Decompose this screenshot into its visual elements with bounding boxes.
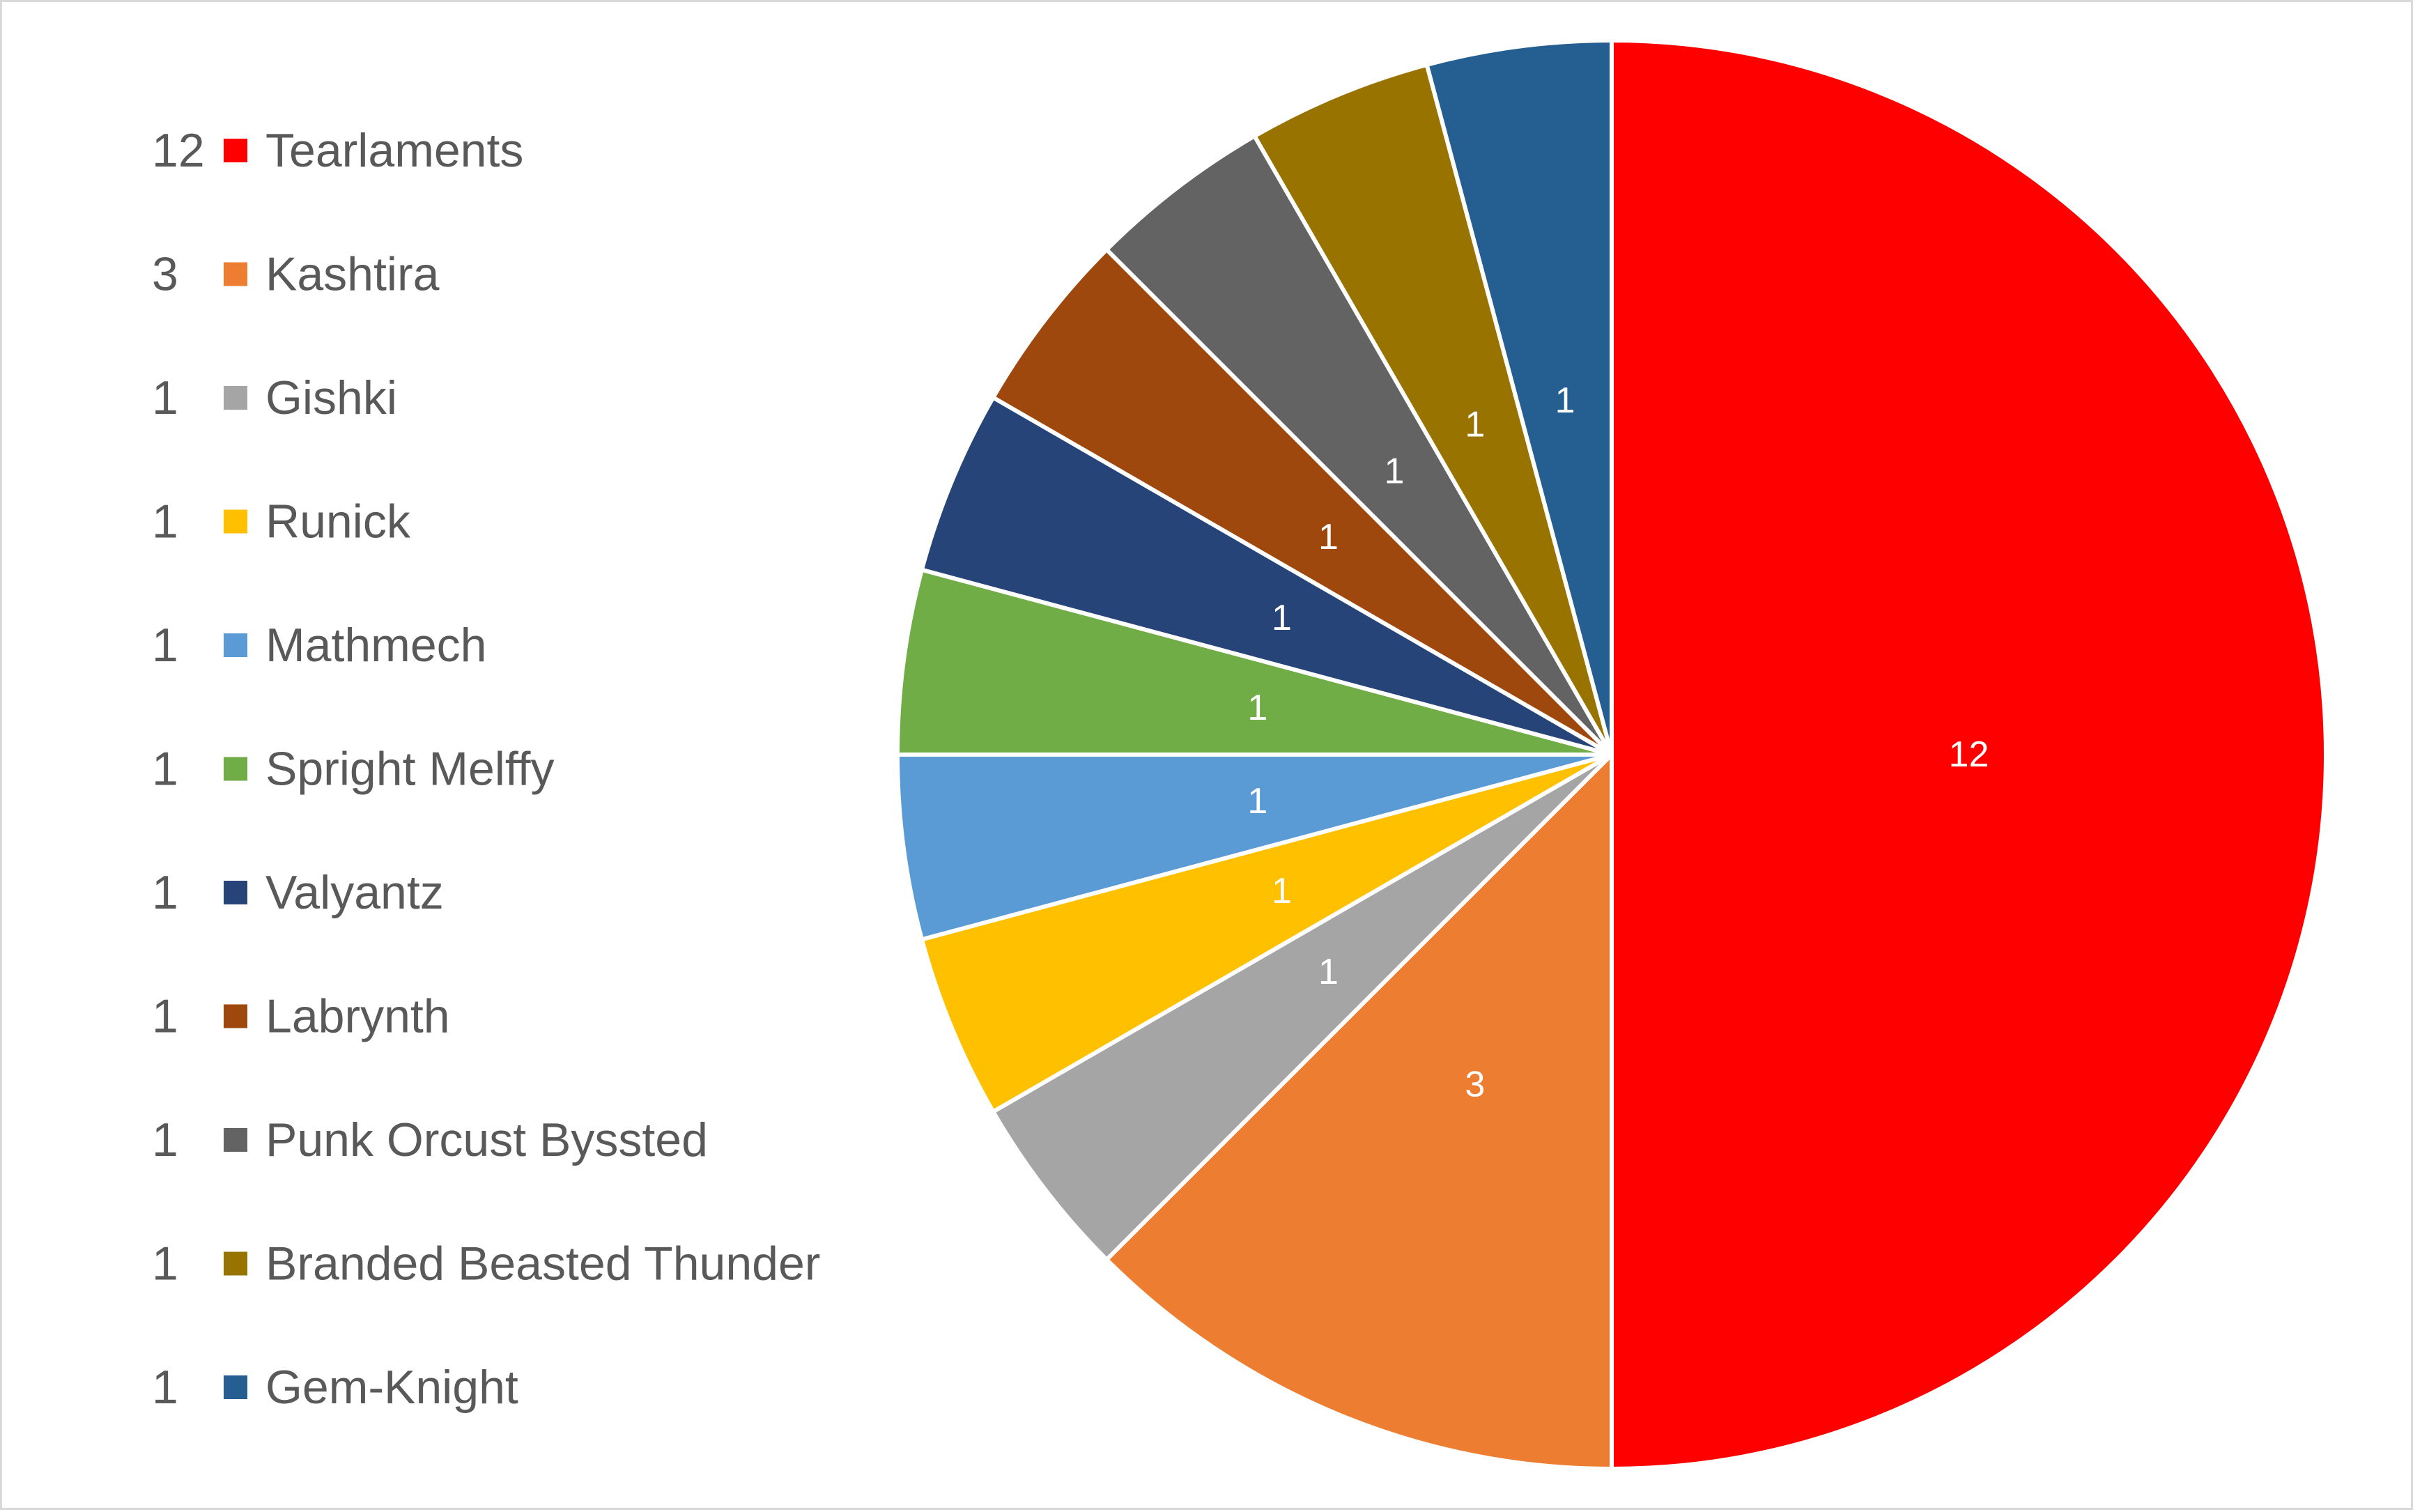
data-label-valyantz: 1	[1272, 598, 1292, 638]
data-label-runick: 1	[1272, 871, 1292, 911]
pie-slice-gishki	[991, 753, 1614, 1262]
legend-swatch	[224, 757, 247, 781]
legend-item-kashtira: 3 Kashtira	[152, 248, 440, 301]
data-label-mathmech: 1	[1247, 781, 1267, 821]
legend-item-tearlaments: 12 Tearlaments	[152, 124, 523, 177]
data-label-gishki: 1	[1318, 952, 1339, 992]
legend-value: 1	[152, 1361, 178, 1414]
pie-slice-punk-orcust-byssted	[1104, 134, 1614, 757]
legend-value: 1	[152, 371, 178, 424]
legend-value: 1	[152, 1113, 178, 1166]
legend-label: Valyantz	[265, 866, 444, 919]
legend-value: 1	[152, 990, 178, 1043]
legend-swatch	[224, 1251, 247, 1276]
legend-swatch	[224, 633, 247, 657]
data-label-gem-knight: 1	[1555, 380, 1575, 421]
legend-swatch	[224, 509, 247, 534]
legend-item-labrynth: 1 Labrynth	[152, 990, 450, 1043]
pie-slice-branded-beasted-thunder	[1252, 62, 1614, 757]
legend-item-spright-melffy: 1 Spright Melffy	[152, 743, 554, 796]
data-label-punk-orcust-byssted: 1	[1385, 451, 1405, 491]
legend-label: Gishki	[265, 371, 397, 424]
pie-slice-valyantz	[919, 395, 1614, 757]
legend-item-mathmech: 1 Mathmech	[152, 619, 486, 672]
legend-value: 1	[152, 866, 178, 919]
legend-swatch	[224, 386, 247, 410]
legend-swatch	[224, 262, 247, 286]
legend-label: Runick	[265, 495, 411, 548]
pie-slice-tearlaments	[1610, 38, 2328, 1471]
legend-value: 12	[152, 124, 205, 177]
legend-swatch	[224, 1128, 247, 1152]
legend-label: Kashtira	[265, 248, 440, 301]
legend-label: Branded Beasted Thunder	[265, 1237, 820, 1290]
legend-value: 3	[152, 248, 178, 301]
legend-value: 1	[152, 495, 178, 548]
legend-item-gishki: 1 Gishki	[152, 371, 397, 424]
pie-slice-mathmech	[895, 753, 1614, 942]
legend-swatch	[224, 1004, 247, 1028]
legend-label: Tearlaments	[265, 124, 523, 177]
data-label-branded-beasted-thunder: 1	[1465, 405, 1485, 445]
legend: 12 Tearlaments 3 Kashtira 1 Gishki 1 Runick 1 Mat…	[152, 124, 820, 1414]
legend-swatch	[224, 881, 247, 904]
data-label-kashtira: 3	[1465, 1064, 1485, 1104]
legend-swatch	[224, 139, 247, 162]
data-label-labrynth: 1	[1318, 517, 1339, 557]
legend-item-gem-knight: 1 Gem-Knight	[152, 1361, 518, 1414]
legend-label: Punk Orcust Byssted	[265, 1113, 708, 1166]
pie-data-labels: 12 3 1 1 1 1 1 1 1 1 1	[1247, 380, 1989, 1105]
legend-item-runick: 1 Runick	[152, 495, 411, 548]
legend-swatch	[224, 1375, 247, 1399]
legend-label: Gem-Knight	[265, 1361, 518, 1414]
legend-item-punk-orcust-byssted: 1 Punk Orcust Byssted	[152, 1113, 708, 1166]
legend-label: Spright Melffy	[265, 743, 554, 796]
pie-slice-labrynth	[991, 247, 1614, 757]
pie-slice-gem-knight	[1424, 38, 1614, 757]
legend-value: 1	[152, 743, 178, 796]
legend-item-valyantz: 1 Valyantz	[152, 866, 444, 919]
pie-slice-runick	[919, 753, 1614, 1114]
data-label-tearlaments: 12	[1949, 734, 1989, 775]
pie-slices	[895, 38, 2328, 1471]
data-label-spright-melffy: 1	[1247, 688, 1267, 728]
legend-label: Mathmech	[265, 619, 486, 672]
legend-label: Labrynth	[265, 990, 450, 1043]
legend-value: 1	[152, 1237, 178, 1290]
legend-value: 1	[152, 619, 178, 672]
legend-item-branded-beasted-thunder: 1 Branded Beasted Thunder	[152, 1237, 820, 1290]
pie-slice-kashtira	[1104, 753, 1614, 1471]
